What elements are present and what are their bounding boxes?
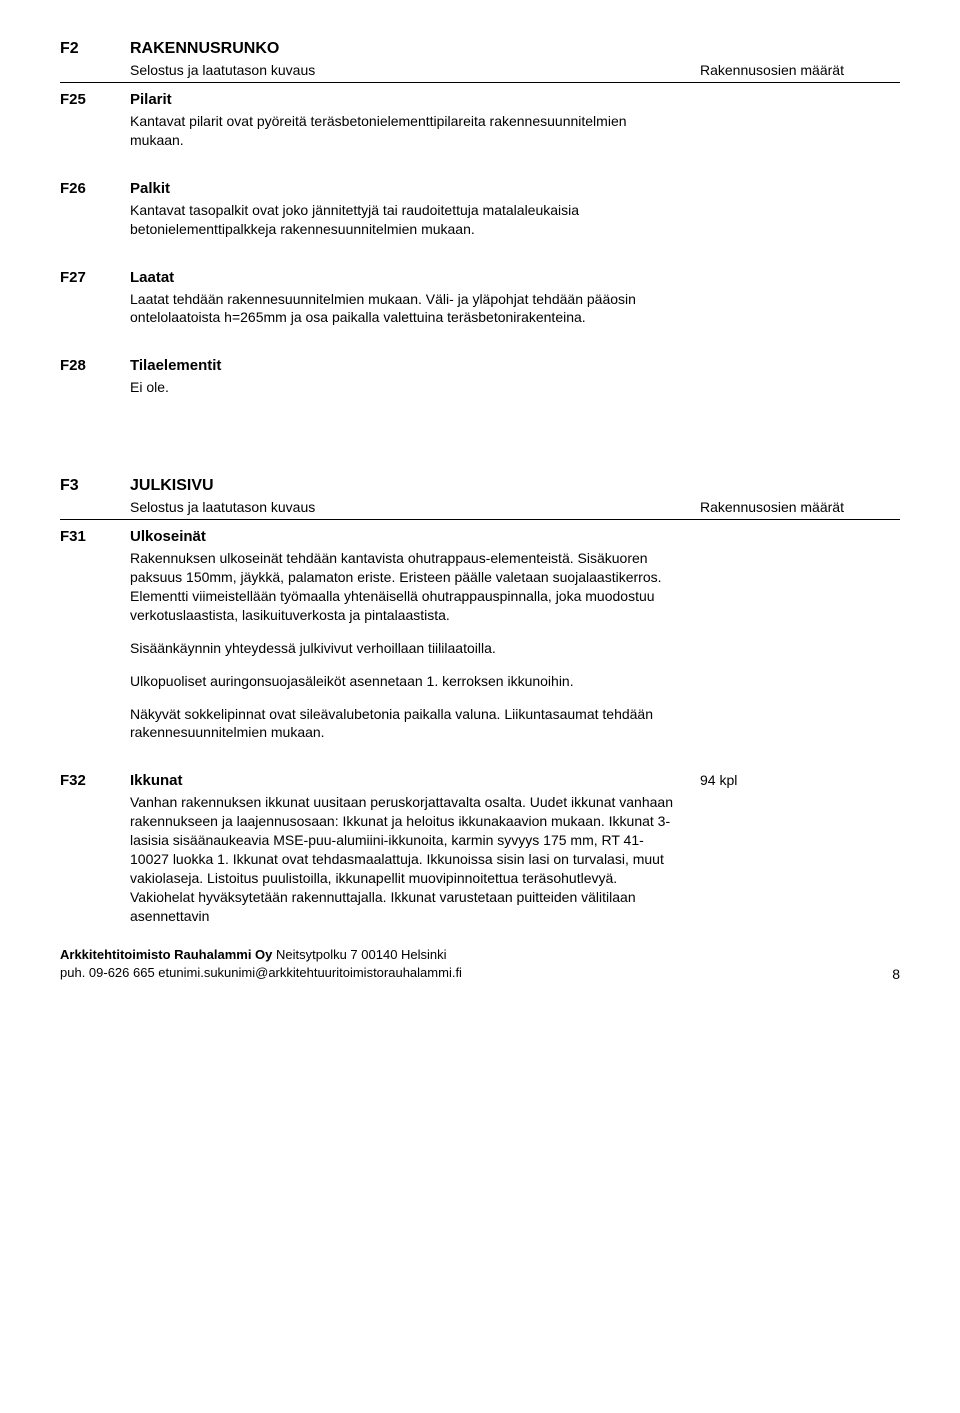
entry-f32: F32 Ikkunat Vanhan rakennuksen ikkunat u…	[60, 772, 900, 925]
section-title: JULKISIVU	[130, 477, 214, 495]
entry-title: Ikkunat	[130, 772, 680, 789]
entry-f31: F31 Ulkoseinät Rakennuksen ulkoseinät te…	[60, 528, 900, 742]
page-number: 8	[892, 966, 900, 982]
section-code: F2	[60, 40, 130, 58]
subheader-left: Selostus ja laatutason kuvaus	[130, 62, 315, 78]
entry-text: Vanhan rakennuksen ikkunat uusitaan peru…	[130, 793, 680, 925]
subheader-row-f3: Selostus ja laatutason kuvaus Rakennusos…	[60, 499, 900, 515]
paragraph: Laatat tehdään rakennesuunnitelmien muka…	[130, 290, 680, 328]
section-title: RAKENNUSRUNKO	[130, 40, 279, 58]
entry-right	[700, 180, 900, 239]
paragraph: Näkyvät sokkelipinnat ovat sileävalubeto…	[130, 705, 680, 743]
entry-text: Kantavat tasopalkit ovat joko jännitetty…	[130, 201, 680, 239]
footer-company: Arkkitehtitoimisto Rauhalammi Oy Neitsyt…	[60, 946, 462, 964]
section-code: F3	[60, 477, 130, 495]
subheader-right: Rakennusosien määrät	[700, 499, 900, 515]
entry-f27: F27 Laatat Laatat tehdään rakennesuunnit…	[60, 269, 900, 328]
entry-code: F32	[60, 772, 130, 925]
paragraph: Vanhan rakennuksen ikkunat uusitaan peru…	[130, 793, 680, 925]
entry-right	[700, 357, 900, 397]
paragraph: Sisäänkäynnin yhteydessä julkivivut verh…	[130, 639, 680, 658]
subheader-row-f2: Selostus ja laatutason kuvaus Rakennusos…	[60, 62, 900, 78]
paragraph: Ulkopuoliset auringonsuojasäleiköt asenn…	[130, 672, 680, 691]
entry-title: Tilaelementit	[130, 357, 680, 374]
entry-f28: F28 Tilaelementit Ei ole.	[60, 357, 900, 397]
paragraph: Kantavat tasopalkit ovat joko jännitetty…	[130, 201, 680, 239]
entry-f26: F26 Palkit Kantavat tasopalkit ovat joko…	[60, 180, 900, 239]
entry-code: F26	[60, 180, 130, 239]
footer-contact: puh. 09-626 665 etunimi.sukunimi@arkkite…	[60, 964, 462, 982]
entry-code: F25	[60, 91, 130, 150]
entry-text: Kantavat pilarit ovat pyöreitä teräsbeto…	[130, 112, 680, 150]
footer-left: Arkkitehtitoimisto Rauhalammi Oy Neitsyt…	[60, 946, 462, 982]
divider	[60, 82, 900, 83]
entry-title: Laatat	[130, 269, 680, 286]
entry-text: Rakennuksen ulkoseinät tehdään kantavist…	[130, 549, 680, 742]
footer-company-bold: Arkkitehtitoimisto Rauhalammi Oy	[60, 947, 272, 962]
entry-code: F27	[60, 269, 130, 328]
entry-right	[700, 269, 900, 328]
entry-text: Ei ole.	[130, 378, 680, 397]
entry-code: F28	[60, 357, 130, 397]
paragraph: Rakennuksen ulkoseinät tehdään kantavist…	[130, 549, 680, 625]
subheader-right: Rakennusosien määrät	[700, 62, 900, 78]
footer: Arkkitehtitoimisto Rauhalammi Oy Neitsyt…	[60, 946, 900, 982]
entry-title: Pilarit	[130, 91, 680, 108]
entry-code: F31	[60, 528, 130, 742]
entry-right	[700, 91, 900, 150]
paragraph: Ei ole.	[130, 378, 680, 397]
entry-title: Ulkoseinät	[130, 528, 680, 545]
entry-title: Palkit	[130, 180, 680, 197]
entry-text: Laatat tehdään rakennesuunnitelmien muka…	[130, 290, 680, 328]
divider	[60, 519, 900, 520]
section-header-f3: F3 JULKISIVU	[60, 477, 900, 495]
section-header-f2: F2 RAKENNUSRUNKO	[60, 40, 900, 58]
subheader-left: Selostus ja laatutason kuvaus	[130, 499, 315, 515]
entry-right	[700, 528, 900, 742]
entry-f25: F25 Pilarit Kantavat pilarit ovat pyörei…	[60, 91, 900, 150]
entry-right: 94 kpl	[700, 772, 900, 925]
paragraph: Kantavat pilarit ovat pyöreitä teräsbeto…	[130, 112, 680, 150]
footer-company-rest: Neitsytpolku 7 00140 Helsinki	[276, 947, 447, 962]
